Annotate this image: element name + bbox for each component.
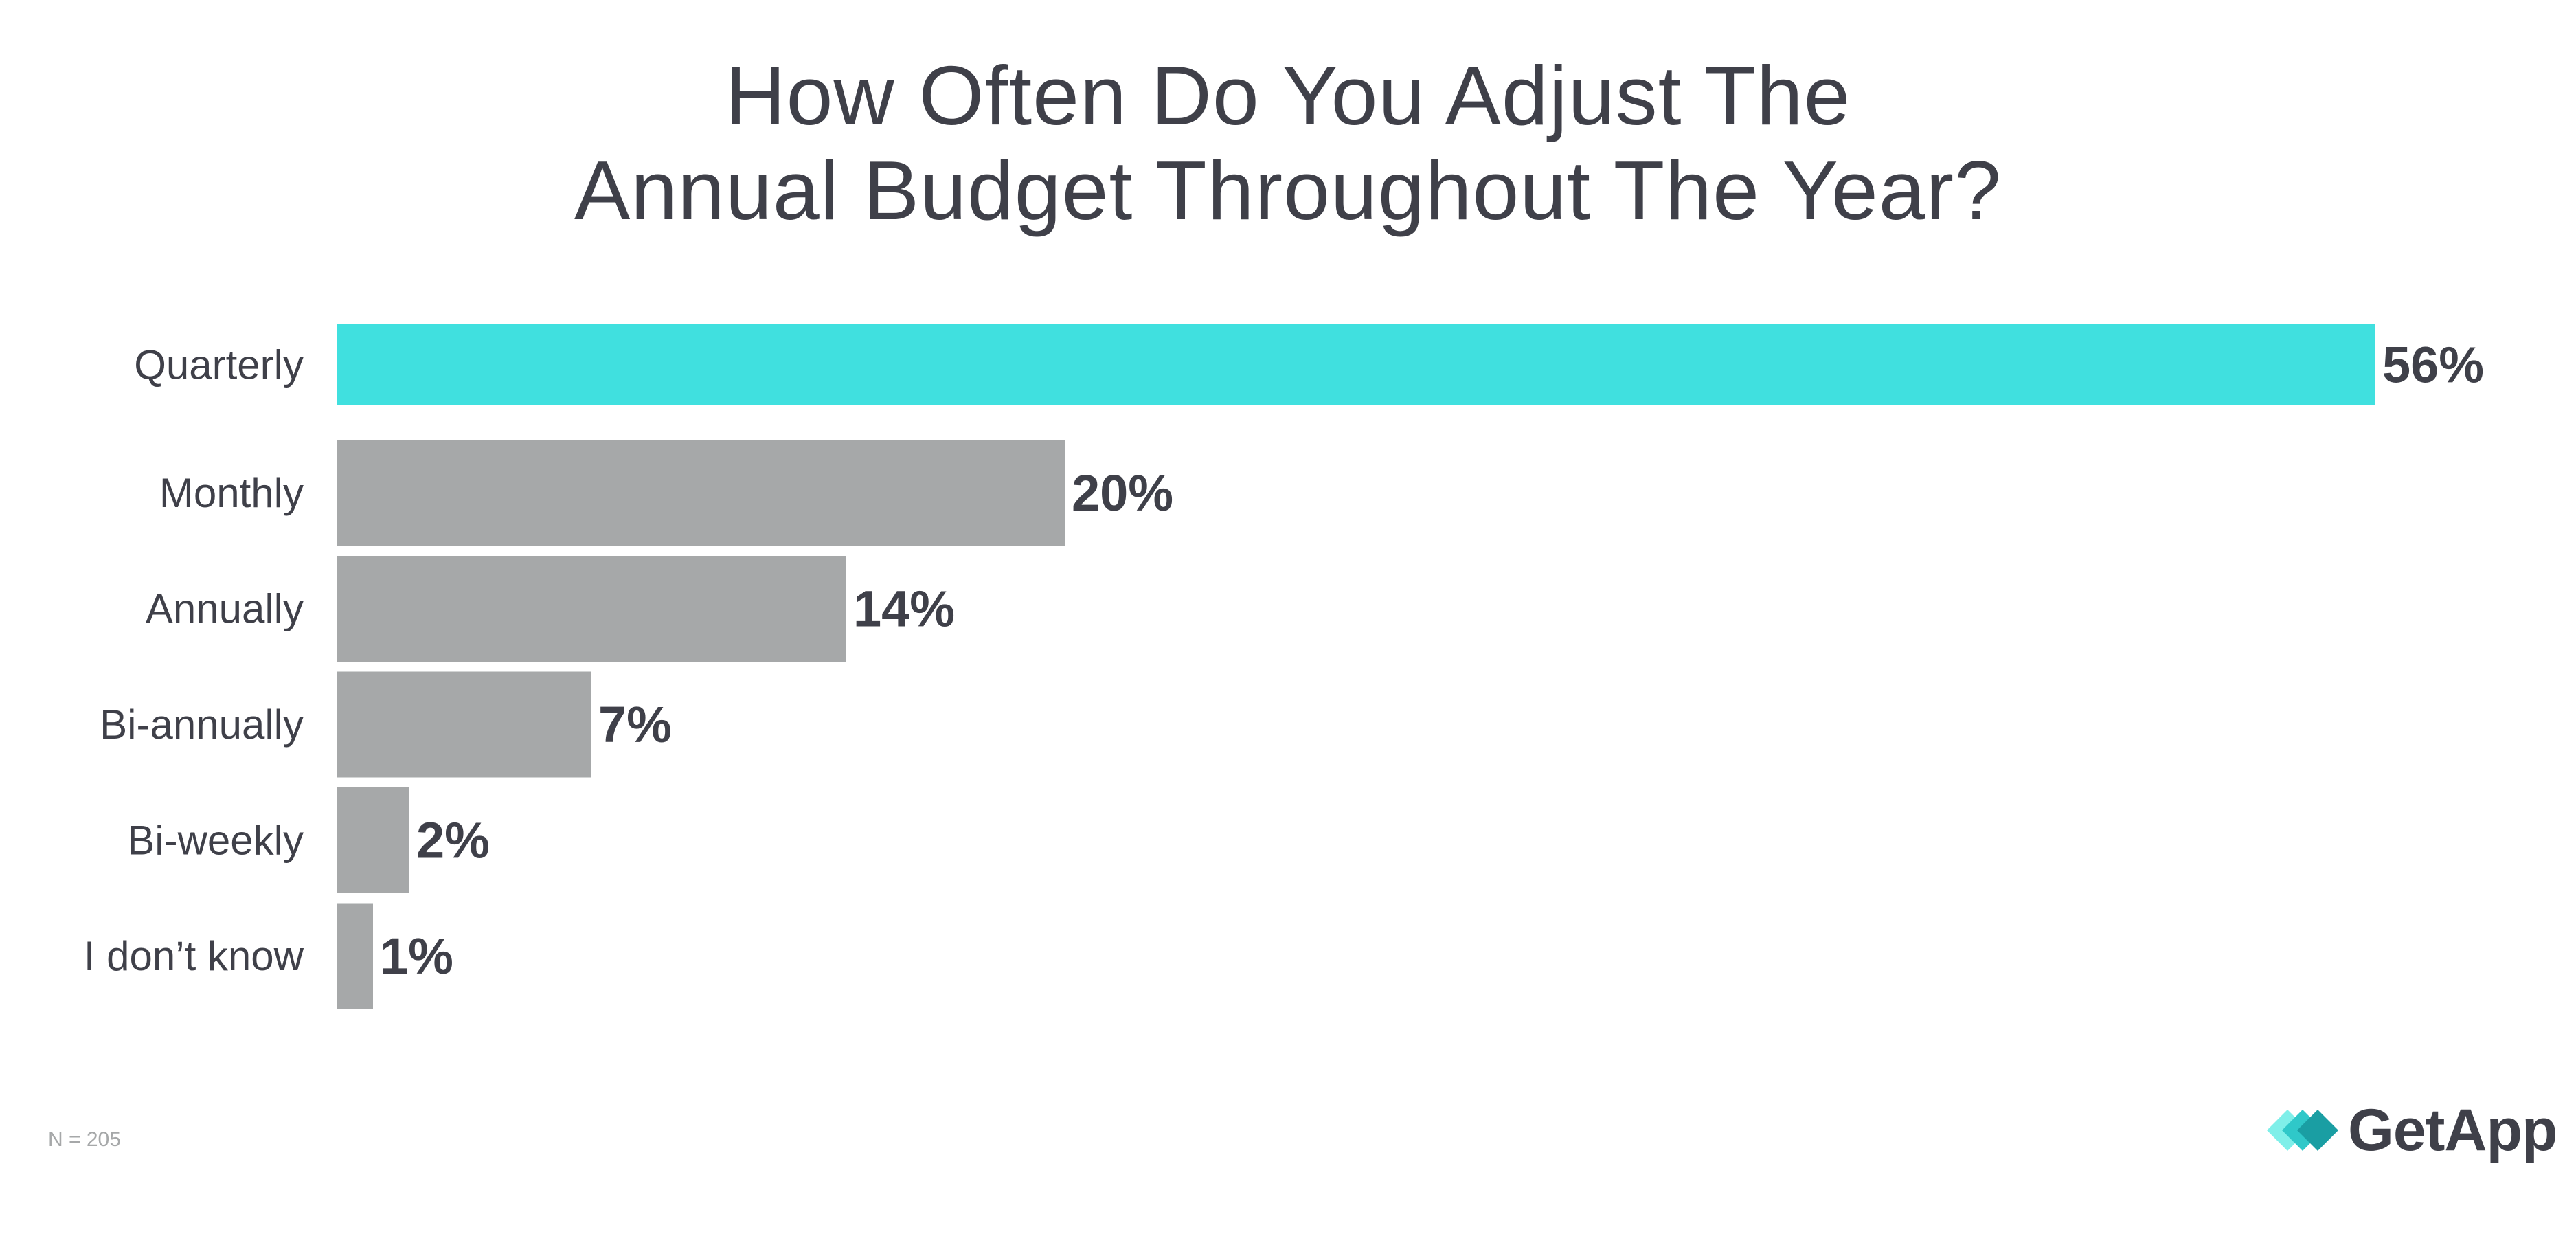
bar-1 (337, 440, 1065, 546)
data-label-0: 56% (2382, 337, 2484, 394)
category-label-4: Bi-weekly (127, 818, 304, 864)
bar-4 (337, 787, 409, 893)
bar-2 (337, 556, 846, 662)
getapp-logo: GetApp (2267, 1092, 2558, 1168)
sample-size-footnote: N = 205 (48, 1128, 121, 1151)
category-label-0: Quarterly (134, 342, 304, 388)
getapp-logo-icon (2267, 1110, 2338, 1151)
data-label-2: 14% (853, 581, 955, 638)
category-label-3: Bi-annually (100, 702, 304, 748)
data-label-1: 20% (1072, 464, 1173, 521)
data-label-5: 1% (380, 928, 453, 985)
data-label-3: 7% (598, 696, 672, 753)
bar-5 (337, 903, 373, 1009)
chart-title: How Often Do You Adjust The Annual Budge… (0, 48, 2576, 238)
data-label-4: 2% (416, 812, 490, 869)
bar-3 (337, 671, 591, 778)
bar-0 (337, 324, 2375, 405)
getapp-logo-text: GetApp (2348, 1097, 2558, 1163)
chart-title-line-1: How Often Do You Adjust The (725, 49, 1851, 142)
category-label-5: I don’t know (84, 933, 304, 979)
category-label-2: Annually (146, 586, 304, 632)
category-label-1: Monthly (159, 470, 304, 516)
chart-title-line-2: Annual Budget Throughout The Year? (574, 144, 2002, 237)
